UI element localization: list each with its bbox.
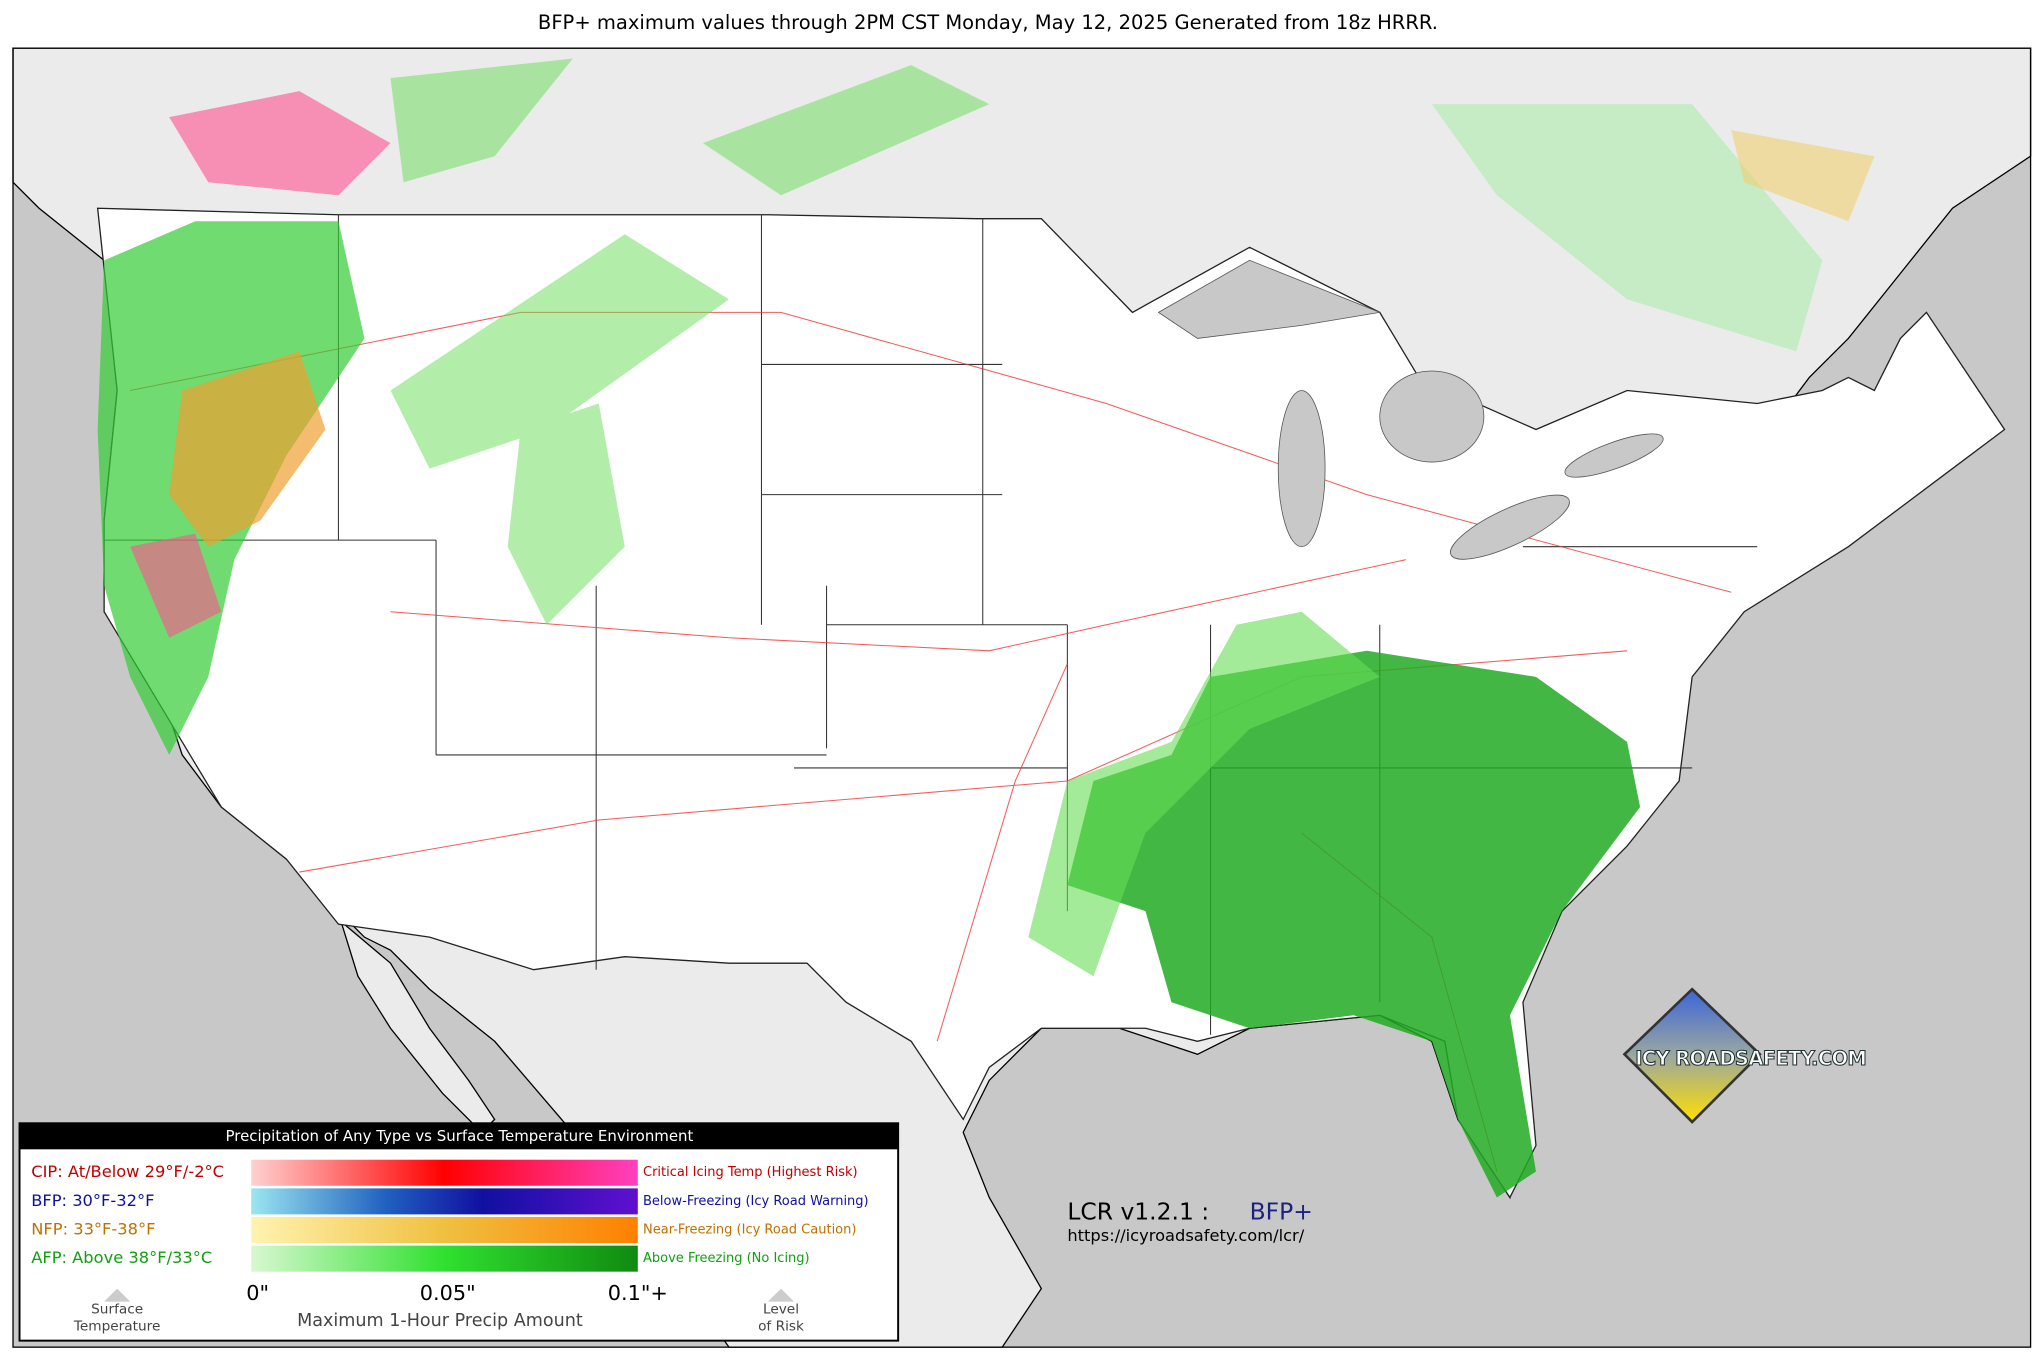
legend-rows: CIP: At/Below 29°F/-2°C Critical Icing Te… xyxy=(31,1159,869,1272)
legend-swatch xyxy=(251,1188,638,1215)
url: https://icyroadsafety.com/lcr/ xyxy=(1067,1226,1304,1245)
legend-title: Precipitation of Any Type vs Surface Tem… xyxy=(226,1127,694,1145)
legend: Precipitation of Any Type vs Surface Tem… xyxy=(18,1122,900,1342)
scale-tick-label: 0.05" xyxy=(420,1281,476,1305)
logo-text: ICY ROADSAFETY.COM xyxy=(1635,1047,1866,1070)
scale-caption: Maximum 1-Hour Precip Amount xyxy=(297,1311,583,1331)
legend-label: BFP: 30°F-32°F xyxy=(31,1191,154,1210)
arrow-up xyxy=(767,1288,795,1302)
legend-swatch xyxy=(251,1245,638,1272)
version: LCR v1.2.1 : xyxy=(1067,1198,1209,1226)
map-border xyxy=(12,47,2032,1348)
legend-description: Critical Icing Temp (Highest Risk) xyxy=(643,1165,858,1180)
arrow-label: of Risk xyxy=(758,1318,804,1334)
legend-label: NFP: 33°F-38°F xyxy=(31,1220,155,1239)
map-title: BFP+ maximum values through 2PM CST Mond… xyxy=(538,11,1438,34)
legend-ticks: 0" 0.05" 0.1"+ xyxy=(246,1281,668,1305)
product: BFP+ xyxy=(1250,1198,1313,1226)
legend-swatch xyxy=(251,1159,638,1186)
legend-header xyxy=(19,1123,899,1150)
legend-label: AFP: Above 38°F/33°C xyxy=(31,1248,212,1267)
scale-tick-label: 0.1"+ xyxy=(608,1281,668,1305)
arrow-up xyxy=(104,1288,131,1302)
logo-diamond xyxy=(1622,987,1762,1124)
scale-tick-label: 0" xyxy=(246,1281,269,1305)
legend-description: Below-Freezing (Icy Road Warning) xyxy=(643,1194,869,1209)
arrow-label: Surface xyxy=(91,1301,143,1317)
legend-swatch xyxy=(251,1216,638,1244)
legend-description: Above Freezing (No Icing) xyxy=(643,1251,810,1266)
great-lakes xyxy=(1157,259,1664,560)
logo: ICY ROADSAFETY.COM xyxy=(1622,987,1867,1124)
arrow-label: Temperature xyxy=(73,1318,161,1334)
legend-description: Near-Freezing (Icy Road Caution) xyxy=(643,1223,856,1238)
map-area xyxy=(12,47,2032,1348)
legend-label: CIP: At/Below 29°F/-2°C xyxy=(31,1162,224,1181)
arrow-label: Level xyxy=(763,1301,799,1317)
precip-shading xyxy=(97,58,1875,1198)
